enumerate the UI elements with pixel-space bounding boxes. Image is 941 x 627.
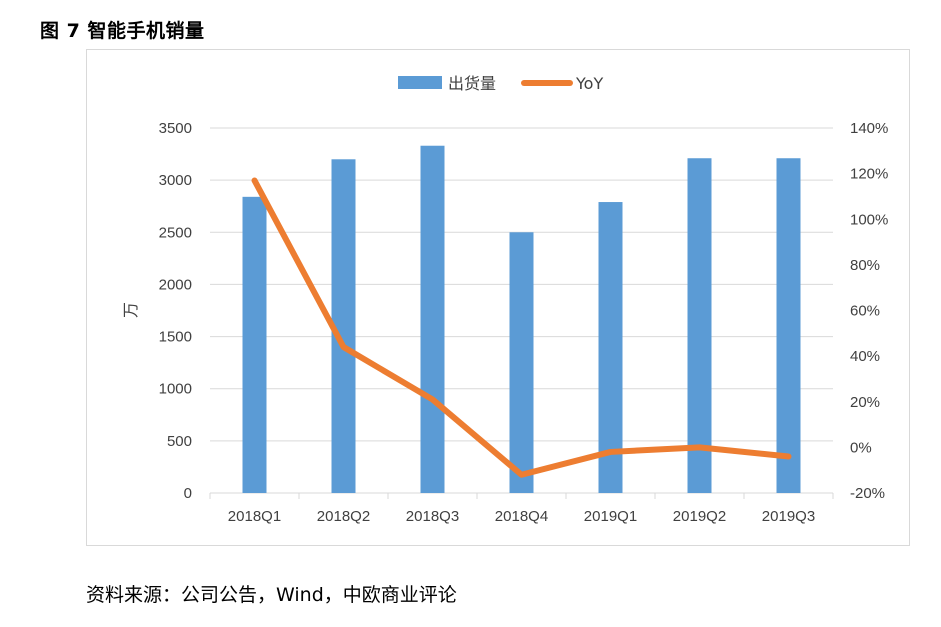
y2-tick-label: 60% bbox=[850, 303, 880, 320]
y2-tick-label: 100% bbox=[850, 211, 888, 228]
y2-tick-label: 140% bbox=[850, 120, 888, 137]
chart-frame bbox=[86, 49, 910, 546]
legend-label-line: YoY bbox=[575, 74, 603, 93]
y-tick-label: 2500 bbox=[159, 224, 192, 241]
x-tick-label: 2018Q2 bbox=[317, 508, 370, 525]
bar bbox=[420, 145, 445, 493]
y-axis-label: 万 bbox=[121, 302, 140, 318]
y-tick-label: 1500 bbox=[159, 329, 192, 346]
bar bbox=[598, 202, 623, 494]
y2-tick-label: -20% bbox=[850, 485, 885, 502]
y-tick-label: 3000 bbox=[159, 172, 192, 189]
chart: 0 500 1000 1500 2000 2500 3000 3500 -20% 0% 20% 40%… bbox=[121, 74, 888, 525]
y-tick-label: 1000 bbox=[159, 381, 192, 398]
bar bbox=[776, 158, 801, 493]
y-tick-label: 500 bbox=[167, 433, 192, 450]
y2-tick-label: 120% bbox=[850, 166, 888, 183]
x-tick-label: 2018Q1 bbox=[228, 508, 281, 525]
y2-tick-label: 20% bbox=[850, 394, 880, 411]
y-tick-label: 3500 bbox=[159, 120, 192, 137]
y2-tick-label: 40% bbox=[850, 348, 880, 365]
x-tick-label: 2019Q1 bbox=[584, 508, 637, 525]
y2-tick-label: 0% bbox=[850, 439, 872, 456]
legend-label-bar: 出货量 bbox=[448, 74, 496, 93]
bar bbox=[509, 232, 534, 494]
x-tick-label: 2019Q2 bbox=[673, 508, 726, 525]
x-tick-label: 2018Q4 bbox=[495, 508, 548, 525]
y-tick-label: 2000 bbox=[159, 276, 192, 293]
legend-swatch-bar bbox=[398, 76, 442, 89]
figure-title: 图 7 智能手机销量 bbox=[40, 20, 205, 42]
x-tick-label: 2018Q3 bbox=[406, 508, 459, 525]
y-tick-label: 0 bbox=[184, 485, 192, 502]
x-tick-label: 2019Q3 bbox=[762, 508, 815, 525]
y2-tick-label: 80% bbox=[850, 257, 880, 274]
bar bbox=[242, 196, 267, 494]
bar bbox=[687, 158, 712, 493]
source-note: 资料来源：公司公告，Wind，中欧商业评论 bbox=[86, 584, 457, 606]
